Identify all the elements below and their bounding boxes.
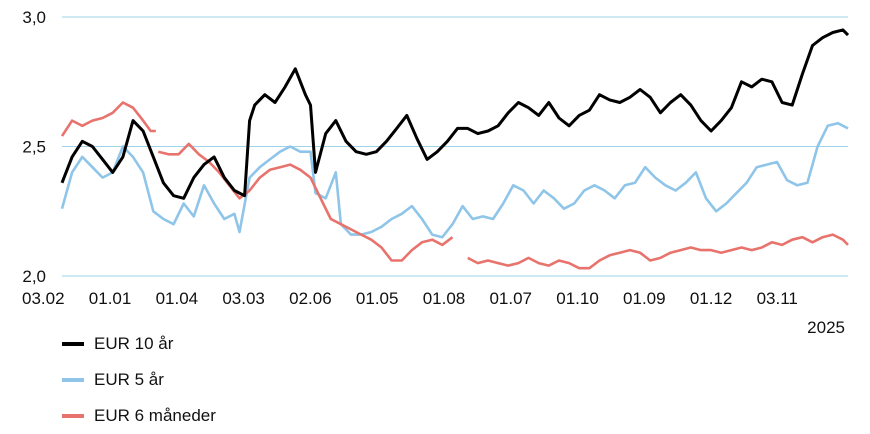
- series-line-2: [60, 101, 156, 137]
- year-label: 2025: [807, 318, 845, 337]
- x-tick-label: 01.01: [89, 289, 132, 308]
- x-tick-label: 01.04: [156, 289, 199, 308]
- series-line-0: [60, 28, 850, 200]
- line-chart: 2,0 2,5 3,0 03.02 01.01 01.04 03.03 02.06 01.05…: [22, 8, 850, 337]
- legend-label: EUR 10 år: [94, 334, 174, 353]
- x-tick-label: 03.03: [222, 289, 265, 308]
- series-line-2: [157, 142, 454, 262]
- x-tick-labels: 03.02 01.01 01.04 03.03 02.06 01.05 01.08 01.07…: [22, 289, 798, 308]
- legend-item-eur-10: EUR 10 år: [62, 326, 216, 362]
- series-line-1: [60, 121, 849, 239]
- legend: EUR 10 år EUR 5 år EUR 6 måneder: [62, 326, 216, 434]
- x-tick-label: 03.11: [757, 289, 798, 308]
- x-tick-label: 01.09: [623, 289, 666, 308]
- y-tick-label: 2,0: [22, 267, 46, 286]
- legend-swatch: [62, 414, 84, 418]
- x-tick-label: 02.06: [289, 289, 332, 308]
- legend-swatch: [62, 378, 84, 382]
- x-tick-label: 01.08: [423, 289, 466, 308]
- x-tick-label: 01.12: [690, 289, 733, 308]
- legend-item-eur-5: EUR 5 år: [62, 362, 216, 398]
- y-tick-labels: 2,0 2,5 3,0: [22, 8, 46, 286]
- x-tick-label: 01.07: [489, 289, 532, 308]
- x-tick-label: 01.10: [556, 289, 599, 308]
- y-tick-label: 3,0: [22, 8, 46, 27]
- legend-label: EUR 6 måneder: [94, 406, 216, 425]
- x-tick-label: 01.05: [356, 289, 399, 308]
- y-tick-label: 2,5: [22, 138, 46, 157]
- gridlines: [62, 16, 848, 277]
- legend-label: EUR 5 år: [94, 370, 164, 389]
- series-line-2: [467, 233, 849, 270]
- series-lines: [60, 28, 850, 270]
- legend-swatch: [62, 342, 84, 346]
- x-tick-label: 03.02: [22, 289, 65, 308]
- legend-item-eur-6m: EUR 6 måneder: [62, 398, 216, 434]
